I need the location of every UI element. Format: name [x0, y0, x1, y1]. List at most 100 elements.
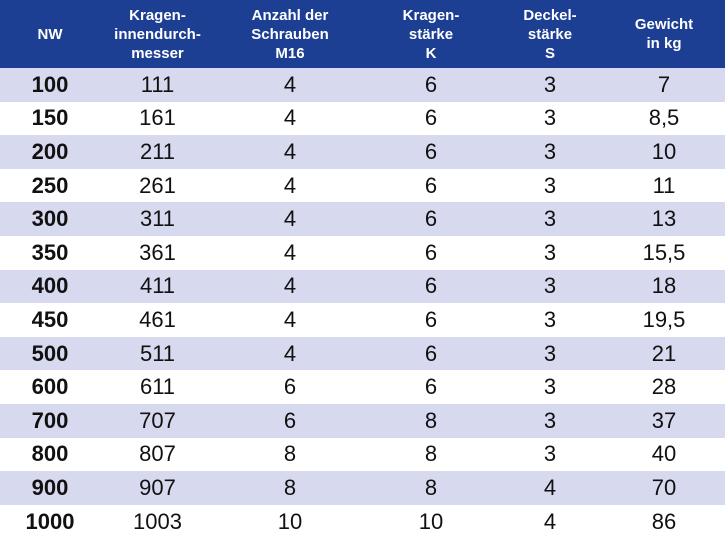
cell-lid-thickness: 3 [543, 273, 557, 299]
cell-bolt-count: 4 [283, 273, 297, 299]
cell-nw: 400 [31, 273, 69, 299]
cell-weight: 13 [651, 206, 677, 232]
cell-bolt-count: 4 [283, 71, 297, 97]
table-row: 250 261 4 6 3 11 [0, 169, 725, 203]
cell-nw: 300 [31, 206, 69, 232]
table-row: 300 311 4 6 3 13 [0, 202, 725, 236]
table-row: 700 707 6 8 3 37 [0, 403, 725, 438]
cell-collar-thickness: 6 [424, 105, 438, 131]
cell-weight: 19,5 [642, 306, 686, 332]
cell-lid-thickness: 3 [543, 105, 557, 131]
cell-nw: 200 [31, 138, 69, 164]
cell-lid-thickness: 3 [543, 407, 557, 433]
cell-weight: 7 [657, 71, 671, 97]
cell-collar-thickness: 6 [424, 71, 438, 97]
cell-collar-thickness: 6 [424, 138, 438, 164]
cell-weight: 8,5 [648, 105, 680, 131]
cell-nw: 600 [31, 374, 69, 400]
cell-collar-thickness: 6 [424, 206, 438, 232]
cell-weight: 15,5 [642, 239, 686, 265]
cell-collar-thickness: 6 [424, 239, 438, 265]
cell-nw: 900 [31, 474, 69, 500]
cell-nw: 150 [31, 105, 69, 131]
header-lid-thickness: Deckel- stärke S [523, 6, 577, 62]
cell-inner-diameter: 261 [139, 172, 176, 198]
cell-bolt-count: 4 [283, 306, 297, 332]
cell-nw: 250 [31, 172, 69, 198]
cell-inner-diameter: 1003 [133, 508, 182, 534]
cell-inner-diameter: 311 [139, 206, 176, 232]
cell-nw: 100 [31, 71, 69, 97]
cell-inner-diameter: 161 [139, 105, 176, 131]
cell-lid-thickness: 3 [543, 138, 557, 164]
cell-collar-thickness: 6 [424, 273, 438, 299]
cell-bolt-count: 4 [283, 206, 297, 232]
cell-bolt-count: 10 [277, 508, 303, 534]
cell-lid-thickness: 3 [543, 306, 557, 332]
cell-bolt-count: 4 [283, 105, 297, 131]
header-collar-thickness: Kragen- stärke K [402, 6, 460, 62]
header-bolt-count: Anzahl der Schrauben M16 [251, 6, 329, 62]
cell-collar-thickness: 10 [418, 508, 444, 534]
table-row: 150 161 4 6 3 8,5 [0, 102, 725, 136]
table-row: 800 807 8 8 3 40 [0, 438, 725, 472]
cell-collar-thickness: 8 [424, 407, 438, 433]
cell-collar-thickness: 6 [424, 306, 438, 332]
cell-weight: 40 [651, 441, 677, 467]
cell-weight: 28 [651, 374, 677, 400]
table-row: 450 461 4 6 3 19,5 [0, 303, 725, 337]
table-row: 900 907 8 8 4 70 [0, 471, 725, 505]
table-row: 600 611 6 6 3 28 [0, 370, 725, 404]
cell-nw: 1000 [25, 508, 75, 534]
header-inner-diameter: Kragen- innendurch- messer [114, 6, 201, 62]
cell-lid-thickness: 3 [543, 441, 557, 467]
cell-weight: 86 [651, 508, 677, 534]
cell-lid-thickness: 3 [543, 239, 557, 265]
cell-nw: 450 [31, 306, 69, 332]
cell-collar-thickness: 8 [424, 441, 438, 467]
cell-lid-thickness: 3 [543, 71, 557, 97]
cell-bolt-count: 4 [283, 138, 297, 164]
cell-lid-thickness: 4 [543, 474, 557, 500]
cell-inner-diameter: 461 [139, 306, 176, 332]
header-nw: NW [37, 25, 63, 43]
cell-nw: 500 [31, 340, 69, 366]
cell-inner-diameter: 907 [139, 474, 176, 500]
cell-weight: 10 [651, 138, 677, 164]
table-row: 500 511 4 6 3 21 [0, 336, 725, 371]
cell-weight: 37 [651, 407, 677, 433]
cell-collar-thickness: 6 [424, 172, 438, 198]
header-weight: Gewicht in kg [634, 16, 694, 52]
cell-bolt-count: 6 [283, 407, 297, 433]
cell-lid-thickness: 4 [543, 508, 557, 534]
cell-inner-diameter: 111 [140, 71, 175, 97]
cell-bolt-count: 4 [283, 340, 297, 366]
cell-inner-diameter: 511 [139, 340, 176, 366]
cell-weight: 11 [652, 172, 676, 198]
cell-nw: 350 [31, 239, 69, 265]
table-row: 1000 1003 10 10 4 86 [0, 505, 725, 538]
cell-weight: 70 [651, 474, 677, 500]
table-header: NW Kragen- innendurch- messer Anzahl der… [0, 0, 725, 68]
cell-inner-diameter: 707 [139, 407, 176, 433]
cell-weight: 18 [651, 273, 677, 299]
cell-bolt-count: 8 [283, 474, 297, 500]
cell-lid-thickness: 3 [543, 172, 557, 198]
cell-lid-thickness: 3 [543, 206, 557, 232]
cell-lid-thickness: 3 [543, 374, 557, 400]
cell-collar-thickness: 6 [424, 340, 438, 366]
cell-inner-diameter: 807 [139, 441, 176, 467]
cell-weight: 21 [651, 340, 677, 366]
cell-inner-diameter: 611 [139, 374, 176, 400]
cell-collar-thickness: 8 [424, 474, 438, 500]
table-row: 400 411 4 6 3 18 [0, 269, 725, 304]
cell-nw: 800 [31, 441, 69, 467]
cell-nw: 700 [31, 407, 69, 433]
cell-bolt-count: 8 [283, 441, 297, 467]
table-body: 100 111 4 6 3 7 150 161 4 6 3 8,5 200 211 4 6 3 10 250 261 4… [0, 68, 725, 538]
cell-bolt-count: 6 [283, 374, 297, 400]
cell-inner-diameter: 361 [139, 239, 176, 265]
cell-inner-diameter: 411 [139, 273, 176, 299]
table-row: 350 361 4 6 3 15,5 [0, 236, 725, 270]
